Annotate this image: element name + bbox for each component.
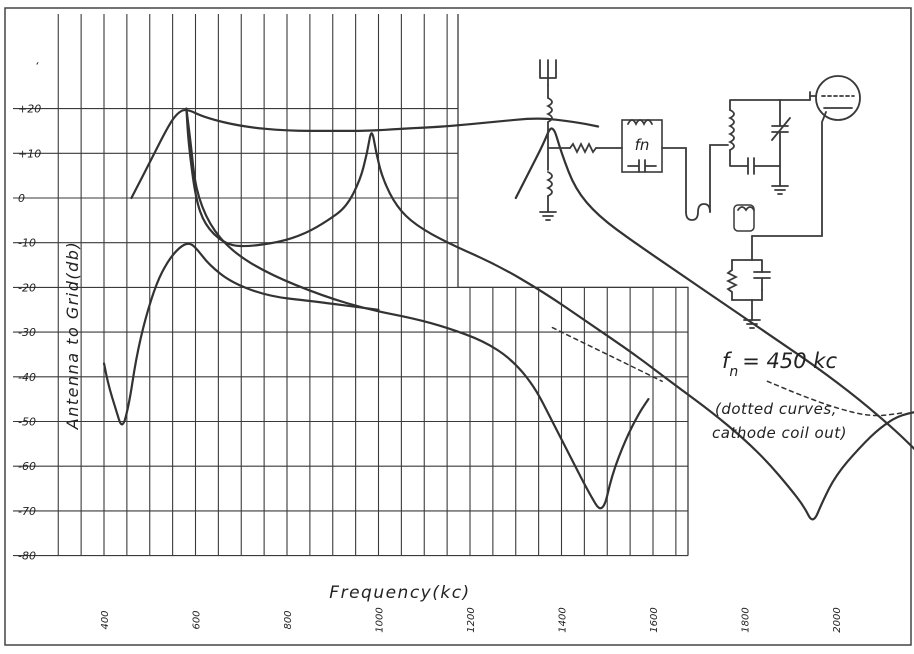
grid-boundary [457,14,689,556]
x-tick-label: 2000 [832,607,843,632]
cathode-coil [737,206,755,212]
fn-subscript: n [729,364,738,380]
y-tick-label: -70 [18,505,36,518]
y-tick-label: -20 [18,281,36,294]
curve-group [102,107,914,521]
cathode-coil-box [733,204,755,232]
x-tick-label: 800 [283,610,294,629]
dotted-curve [551,326,663,383]
x-tick-label: 1000 [375,607,386,632]
y-tick-label: +20 [18,103,41,116]
y-tick-label: -30 [18,326,36,339]
ground-symbol-3 [743,319,761,329]
coupling-coil [685,203,711,221]
antenna-coil-lower [545,171,553,197]
y-tick-label: +10 [18,147,41,160]
response-curve [185,107,650,510]
y-tick-label: -60 [18,460,36,473]
response-curve [130,108,600,200]
variable-capacitor [771,117,791,187]
dotted-curve [766,380,906,417]
vacuum-tube [815,75,861,121]
note-line-1: (dotted curves, [715,400,837,418]
x-tick-label: 1600 [649,607,660,632]
note-line-2: cathode coil out) [712,424,847,442]
y-tick-labels: ‘ +20 +10 0 -10 -20 -30 -40 -50 -60 -70 -80 [18,60,41,563]
x-tick-label: 1400 [558,607,569,632]
x-tick-label: 600 [192,610,203,629]
fn-main: f [722,349,733,373]
figure-border [4,7,912,646]
ground-symbol-1 [539,211,557,221]
y-tick-label: 0 [18,192,25,205]
trap-coil [627,119,653,127]
grid-lines [13,14,689,557]
y-tick-mark: ‘ [35,60,39,73]
series-resistor [569,141,597,155]
antenna-symbol [539,59,557,86]
circuit-schematic [539,59,861,329]
x-tick-label: 1200 [466,607,477,632]
bypass-capacitor [753,271,771,291]
trap-capacitor [627,159,657,173]
fn-annotation: fn = 450 kc [722,349,837,380]
y-tick-label: -80 [18,550,36,563]
y-tick-label: -50 [18,416,36,429]
x-tick-label: 1800 [741,607,752,632]
y-tick-label: -40 [18,371,36,384]
antenna-coil-upper [545,97,553,123]
y-tick-label: -10 [18,237,36,250]
fn-value: = 450 kc [742,349,837,373]
trimmer-capacitor [747,157,781,175]
response-curve [102,242,380,426]
response-curve [514,127,914,451]
x-tick-labels: 4006008001000120014001600180020002200240… [100,607,843,632]
y-axis-label: Antenna to Grid(db) [63,241,82,430]
x-tick-label: 400 [100,610,111,629]
x-axis-label: Frequency(kc) [329,583,470,603]
cathode-resistor [725,259,739,301]
grid-coil [727,109,735,151]
response-curve [185,107,914,521]
ground-symbol-2 [771,185,789,195]
trap-label: fn [635,136,650,154]
